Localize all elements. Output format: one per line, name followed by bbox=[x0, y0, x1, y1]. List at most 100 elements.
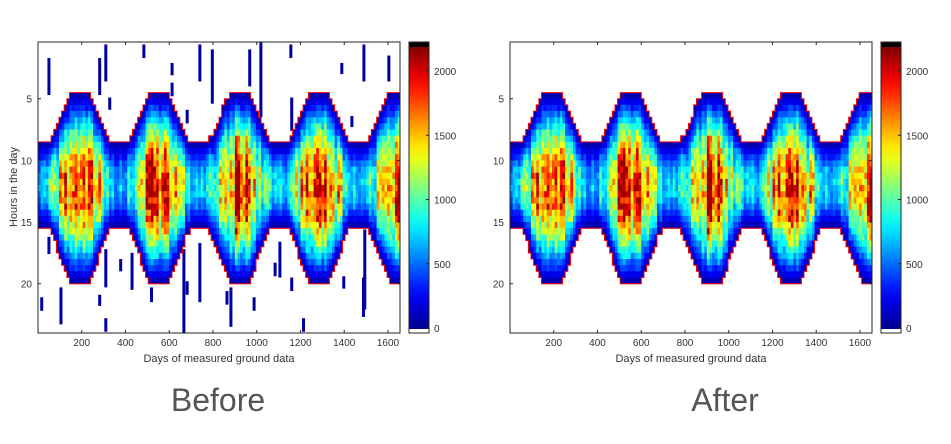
heatmap-cell bbox=[125, 222, 128, 229]
heatmap-cell bbox=[193, 210, 196, 217]
heatmap-cell bbox=[227, 130, 230, 137]
heatmap-cell bbox=[80, 278, 83, 285]
heatmap-cell bbox=[219, 234, 222, 241]
heatmap-cell bbox=[319, 130, 322, 137]
heatmap-cell bbox=[610, 173, 613, 180]
heatmap-cell bbox=[646, 228, 649, 235]
heatmap-cell bbox=[46, 185, 49, 192]
heatmap-cell bbox=[240, 271, 243, 278]
heatmap-cell bbox=[353, 173, 356, 180]
heatmap-cell bbox=[353, 148, 356, 155]
heatmap-cell bbox=[649, 241, 652, 248]
heatmap-cell bbox=[311, 123, 314, 130]
heatmap-cell bbox=[633, 191, 636, 198]
heatmap-cell bbox=[245, 253, 248, 260]
heatmap-cell bbox=[253, 154, 256, 161]
heatmap-cell bbox=[140, 234, 143, 241]
heatmap-cell bbox=[230, 130, 233, 137]
heatmap-cell bbox=[557, 234, 560, 241]
heatmap-cell bbox=[696, 241, 699, 248]
heatmap-cell bbox=[237, 123, 240, 130]
heatmap-cell bbox=[696, 160, 699, 167]
heatmap-cell bbox=[578, 204, 581, 211]
heatmap-cell bbox=[536, 111, 539, 118]
heatmap-cell bbox=[691, 241, 694, 248]
heatmap-cell bbox=[169, 105, 172, 112]
heatmap-cell bbox=[709, 278, 712, 285]
heatmap-cell bbox=[631, 136, 634, 143]
heatmap-cell bbox=[227, 185, 230, 192]
heatmap-cell bbox=[159, 278, 162, 285]
heatmap-cell bbox=[245, 271, 248, 278]
heatmap-cell bbox=[311, 247, 314, 254]
heatmap-cell bbox=[240, 204, 243, 211]
heatmap-cell bbox=[248, 142, 251, 149]
heatmap-cell bbox=[311, 154, 314, 161]
colorbar-zero bbox=[409, 329, 429, 333]
heatmap-cell bbox=[683, 216, 686, 223]
heatmap-cell bbox=[623, 191, 626, 198]
heatmap-cell bbox=[180, 210, 183, 217]
heatmap-cell bbox=[699, 210, 702, 217]
heatmap-cell bbox=[277, 191, 280, 198]
heatmap-cell bbox=[235, 259, 238, 266]
heatmap-cell bbox=[377, 167, 380, 174]
heatmap-cell bbox=[379, 160, 382, 167]
heatmap-cell bbox=[219, 160, 222, 167]
outlier-segment bbox=[211, 49, 214, 103]
heatmap-cell bbox=[395, 142, 398, 149]
heatmap-cell bbox=[90, 234, 93, 241]
heatmap-cell bbox=[324, 216, 327, 223]
heatmap-cell bbox=[240, 93, 243, 100]
heatmap-cell bbox=[54, 216, 57, 223]
heatmap-cell bbox=[261, 173, 264, 180]
heatmap-cell bbox=[555, 216, 558, 223]
heatmap-cell bbox=[140, 142, 143, 149]
heatmap-cell bbox=[72, 142, 75, 149]
heatmap-cell bbox=[675, 148, 678, 155]
heatmap-cell bbox=[353, 154, 356, 161]
heatmap-cell bbox=[649, 148, 652, 155]
heatmap-cell bbox=[201, 167, 204, 174]
heatmap-cell bbox=[287, 173, 290, 180]
heatmap-cell bbox=[311, 191, 314, 198]
heatmap-cell bbox=[586, 222, 589, 229]
heatmap-cell bbox=[382, 154, 385, 161]
heatmap-cell bbox=[237, 278, 240, 285]
heatmap-cell bbox=[298, 241, 301, 248]
heatmap-cell bbox=[607, 130, 610, 137]
heatmap-cell bbox=[597, 185, 600, 192]
heatmap-cell bbox=[237, 247, 240, 254]
heatmap-cell bbox=[222, 179, 225, 186]
heatmap-cell bbox=[541, 191, 544, 198]
heatmap-cell bbox=[109, 154, 112, 161]
heatmap-cell bbox=[353, 197, 356, 204]
heatmap-cell bbox=[240, 241, 243, 248]
heatmap-cell bbox=[245, 130, 248, 137]
heatmap-cell bbox=[702, 204, 705, 211]
heatmap-cell bbox=[253, 160, 256, 167]
heatmap-cell bbox=[167, 197, 170, 204]
heatmap-cell bbox=[707, 136, 710, 143]
heatmap-cell bbox=[224, 123, 227, 130]
heatmap-cell bbox=[272, 204, 275, 211]
heatmap-cell bbox=[172, 259, 175, 266]
heatmap-cell bbox=[565, 228, 568, 235]
heatmap-cell bbox=[245, 167, 248, 174]
heatmap-cell bbox=[379, 167, 382, 174]
heatmap-cell bbox=[696, 117, 699, 124]
heatmap-cell bbox=[153, 93, 156, 100]
heatmap-cell bbox=[560, 99, 563, 106]
heatmap-cell bbox=[576, 167, 579, 174]
heatmap-cell bbox=[80, 123, 83, 130]
heatmap-cell bbox=[161, 191, 164, 198]
heatmap-cell bbox=[243, 142, 246, 149]
heatmap-cell bbox=[303, 179, 306, 186]
heatmap-cell bbox=[235, 167, 238, 174]
heatmap-cell bbox=[536, 173, 539, 180]
heatmap-cell bbox=[667, 142, 670, 149]
heatmap-cell bbox=[594, 216, 597, 223]
heatmap-cell bbox=[172, 210, 175, 217]
heatmap-cell bbox=[132, 148, 135, 155]
heatmap-cell bbox=[80, 185, 83, 192]
